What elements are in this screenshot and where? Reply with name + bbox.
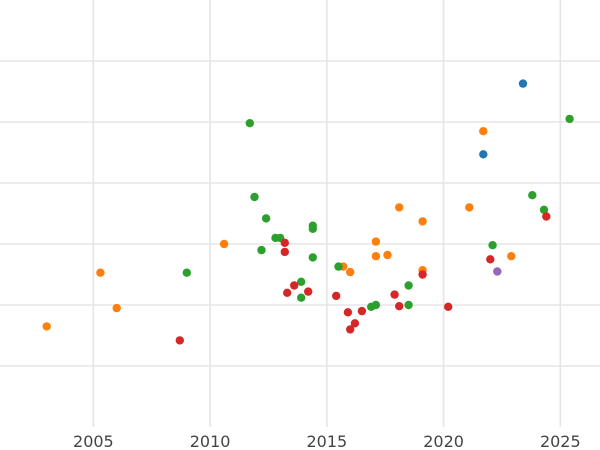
data-point-series-4 <box>346 325 355 334</box>
data-point-series-4 <box>350 319 360 328</box>
data-point-series-2 <box>383 250 392 260</box>
data-point-series-4 <box>280 247 289 257</box>
data-point-series-3 <box>250 192 259 202</box>
data-point-series-4 <box>390 290 399 299</box>
data-point-series-2 <box>112 303 121 313</box>
data-point-series-4 <box>175 336 184 345</box>
data-point-series-4 <box>444 302 453 311</box>
data-point-series-3 <box>334 262 343 271</box>
x-axis-tick-labels: 2005 2010 2015 2020 2025 <box>73 432 581 450</box>
data-point-series-4 <box>283 288 292 297</box>
data-point-series-3 <box>308 224 317 233</box>
data-point-series-5 <box>493 267 502 276</box>
data-point-series-3 <box>308 253 317 262</box>
data-point-series-4 <box>280 238 289 247</box>
data-point-series-4 <box>343 308 353 317</box>
data-point-series-2 <box>371 252 381 261</box>
data-point-series-2 <box>479 127 488 136</box>
data-point-series-4 <box>395 302 404 311</box>
data-point-series-2 <box>96 268 105 277</box>
data-point-series-3 <box>488 241 497 250</box>
data-point-series-3 <box>404 300 413 310</box>
data-point-series-2 <box>418 217 427 226</box>
data-point-series-3 <box>371 300 381 310</box>
data-point-series-3 <box>565 114 574 124</box>
data-point-series-2 <box>371 237 381 246</box>
data-points <box>42 79 574 345</box>
data-point-series-1 <box>518 79 528 88</box>
data-point-series-4 <box>418 270 427 279</box>
data-point-series-3 <box>297 277 306 286</box>
data-point-series-1 <box>479 150 488 159</box>
data-point-series-3 <box>404 281 413 290</box>
data-point-series-3 <box>297 293 306 302</box>
data-point-series-2 <box>507 252 516 261</box>
data-point-series-4 <box>290 281 299 290</box>
data-point-series-2 <box>465 203 474 212</box>
data-point-series-2 <box>395 203 404 212</box>
data-point-series-3 <box>261 214 271 223</box>
data-point-series-3 <box>528 191 537 200</box>
data-point-series-3 <box>539 205 549 214</box>
data-point-series-2 <box>346 267 355 277</box>
x-tick-label: 2020 <box>423 432 464 450</box>
data-point-series-2 <box>219 239 229 249</box>
data-point-series-3 <box>182 268 191 277</box>
gridlines <box>0 0 600 427</box>
data-point-series-4 <box>304 287 313 296</box>
data-point-series-4 <box>357 306 367 316</box>
x-tick-label: 2015 <box>306 432 347 450</box>
x-tick-label: 2005 <box>73 432 114 450</box>
x-tick-label: 2010 <box>190 432 231 450</box>
data-point-series-3 <box>257 245 266 255</box>
x-tick-label: 2025 <box>540 432 581 450</box>
data-point-series-4 <box>332 291 341 301</box>
data-point-series-2 <box>42 322 51 331</box>
data-point-series-4 <box>542 212 551 221</box>
data-point-series-3 <box>245 119 254 128</box>
data-point-series-4 <box>486 255 495 264</box>
